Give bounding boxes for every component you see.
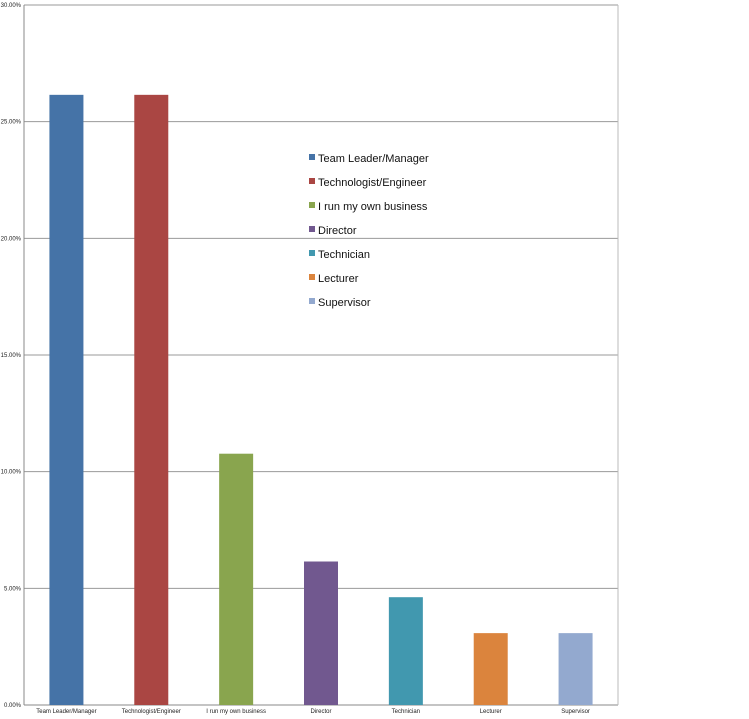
legend-swatch [309,226,315,232]
legend-label: Team Leader/Manager [318,153,429,165]
gridlines [24,4,618,706]
y-tick-label: 20.00% [1,236,22,242]
legend-swatch [309,250,315,256]
x-category-label: Director [310,709,331,715]
bar [304,561,338,705]
legend-swatch [309,298,315,304]
y-tick-label: 30.00% [1,3,22,9]
legend-label: Lecturer [318,273,359,285]
x-category-label: Technician [392,709,420,715]
bar [219,453,254,705]
y-axis-tick-labels: 0.00% 5.00% 10.00% 15.00% 20.00% 25.00% 30.00% [1,3,22,709]
x-category-label: Supervisor [561,709,590,715]
x-category-label: Technologist/Engineer [122,709,181,715]
bar [388,597,423,705]
legend-label: Director [318,225,357,237]
legend-label: Technician [318,249,370,261]
bar [134,94,169,706]
x-category-label: I run my own business [206,709,266,715]
legend-label: I run my own business [318,201,428,213]
legend-swatch [309,154,315,160]
y-tick-label: 0.00% [4,703,22,709]
x-category-label: Team Leader/Manager [36,709,96,715]
legend-label: Supervisor [318,297,371,309]
bar [473,633,508,705]
legend-swatch [309,202,315,208]
bar [558,633,593,705]
y-tick-label: 15.00% [1,353,22,359]
bar [49,94,84,706]
legend-label: Technologist/Engineer [318,177,427,189]
x-category-label: Lecturer [480,709,502,715]
y-tick-label: 10.00% [1,470,22,476]
bars [49,94,593,706]
x-axis-category-labels: Team Leader/Manager Technologist/Engineer… [36,709,590,715]
legend: Team Leader/Manager Technologist/Engineer… [309,153,429,309]
legend-swatch [309,274,315,280]
y-tick-label: 25.00% [1,120,22,126]
y-tick-label: 5.00% [4,586,22,592]
legend-swatch [309,178,315,184]
